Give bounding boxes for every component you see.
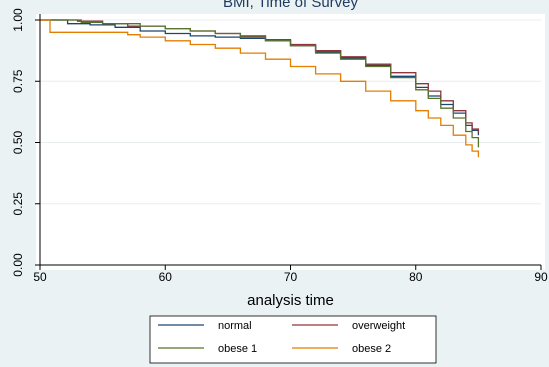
legend-label: obese 2 <box>352 343 391 355</box>
legend-label: overweight <box>352 320 405 332</box>
legend-box <box>149 315 437 364</box>
x-tick-label: 60 <box>159 270 173 284</box>
x-axis-label: analysis time <box>247 292 334 309</box>
y-tick-label: 0.50 <box>11 130 25 154</box>
series-line-obese-2 <box>40 19 480 158</box>
y-tick-label: 1.00 <box>11 8 25 32</box>
y-tick-label: 0.00 <box>11 253 25 277</box>
series-line-obese-1 <box>40 19 480 148</box>
x-tick-label: 50 <box>33 270 47 284</box>
y-tick-label: 0.75 <box>11 69 25 93</box>
x-tick-label: 80 <box>409 270 423 284</box>
chart-title: BMI, Time of Survey <box>223 0 359 11</box>
legend: normal overweight obese 1 obese 2 <box>149 315 437 364</box>
y-tick-label: 0.25 <box>11 192 25 216</box>
legend-label: obese 1 <box>218 343 257 355</box>
legend-label: normal <box>218 320 252 332</box>
x-tick-label: 70 <box>284 270 298 284</box>
x-tick-label: 90 <box>534 270 548 284</box>
